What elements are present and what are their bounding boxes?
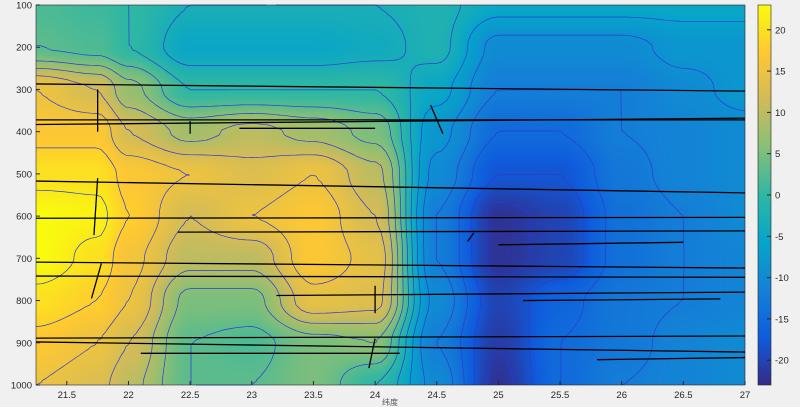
x-tick-label: 24 bbox=[370, 390, 381, 401]
x-tick-label: 25.5 bbox=[551, 390, 570, 401]
colorbar-ticks: -20 -15 -10 -5 0 5 10 15 20 bbox=[767, 25, 789, 367]
contour-line bbox=[128, 5, 409, 386]
overlay-segment bbox=[467, 232, 475, 242]
overlay-segments bbox=[35, 83, 746, 369]
colorbar-tick-label: 20 bbox=[775, 25, 786, 36]
contour-lines bbox=[35, 4, 746, 386]
overlay-segment bbox=[35, 275, 746, 278]
overlay-segment bbox=[35, 261, 746, 269]
overlay-segment bbox=[177, 230, 746, 233]
y-tick-label: 300 bbox=[16, 85, 32, 96]
y-tick-label: 600 bbox=[16, 212, 32, 223]
colorbar-tick-label: -20 bbox=[775, 356, 789, 367]
colorbar-tick-label: 15 bbox=[775, 67, 786, 78]
overlay-segment bbox=[429, 104, 444, 135]
contour-line bbox=[458, 130, 607, 386]
y-tick-label: 100 bbox=[16, 1, 32, 12]
y-axis: 100 200 300 400 500 600 700 800 900 1000 bbox=[11, 1, 40, 392]
y-tick-label: 1000 bbox=[11, 381, 32, 392]
y-tick-label: 500 bbox=[16, 169, 32, 180]
contour-line bbox=[435, 89, 685, 386]
x-tick-label: 26.5 bbox=[674, 390, 693, 401]
y-tick-label: 200 bbox=[16, 43, 32, 54]
x-tick-label: 22.5 bbox=[181, 390, 200, 401]
heatmap-surface bbox=[36, 5, 745, 385]
overlay-segment bbox=[35, 341, 746, 353]
overlay-segment bbox=[368, 338, 376, 369]
overlay-segment bbox=[35, 335, 746, 339]
x-tick-label: 21.5 bbox=[58, 390, 77, 401]
overlay-segment bbox=[35, 83, 746, 92]
contour-line bbox=[35, 89, 352, 386]
colorbar-tick-label: -15 bbox=[775, 314, 789, 325]
y-tick-label: 400 bbox=[16, 127, 32, 138]
overlay-segment bbox=[35, 216, 746, 219]
contour-line bbox=[35, 67, 393, 386]
colorbar-tick-label: 0 bbox=[775, 191, 780, 202]
overlay-segment bbox=[498, 241, 684, 246]
x-axis: 21.5 22 22.5 23 23.5 24 24.5 25 25.5 26 26.5 27 bbox=[58, 381, 751, 401]
x-tick-label: 23.5 bbox=[304, 390, 323, 401]
x-tick-label: 25 bbox=[493, 390, 504, 401]
colorbar-tick-label: -10 bbox=[775, 273, 789, 284]
contour-line bbox=[420, 34, 746, 386]
x-tick-label: 26 bbox=[616, 390, 627, 401]
overlay-segment bbox=[597, 356, 746, 361]
y-tick-label: 700 bbox=[16, 254, 32, 265]
colorbar-tick-label: -5 bbox=[775, 232, 783, 243]
contour-line bbox=[163, 4, 461, 386]
x-tick-label: 24.5 bbox=[427, 390, 446, 401]
overlay-segment bbox=[523, 298, 721, 302]
y-tick-label: 900 bbox=[16, 338, 32, 349]
x-tick-label: 27 bbox=[740, 390, 751, 401]
contour-line bbox=[409, 16, 745, 386]
overlay-segment bbox=[90, 263, 102, 299]
plot-frame bbox=[35, 4, 746, 386]
contour-line bbox=[35, 44, 404, 386]
overlay-segment bbox=[276, 291, 746, 297]
contour-line bbox=[471, 174, 585, 386]
colorbar-tick-label: 5 bbox=[775, 149, 780, 160]
contour-line bbox=[35, 147, 130, 327]
contour-line bbox=[35, 189, 108, 285]
y-tick-label: 800 bbox=[16, 296, 32, 307]
overlay-segment bbox=[93, 178, 99, 236]
colorbar-tick-label: 10 bbox=[775, 108, 786, 119]
x-axis-label: 纬度 bbox=[382, 397, 398, 407]
overlay-segment bbox=[35, 117, 746, 126]
x-tick-label: 23 bbox=[246, 390, 257, 401]
overlay-segment bbox=[35, 180, 746, 194]
x-tick-label: 22 bbox=[123, 390, 134, 401]
